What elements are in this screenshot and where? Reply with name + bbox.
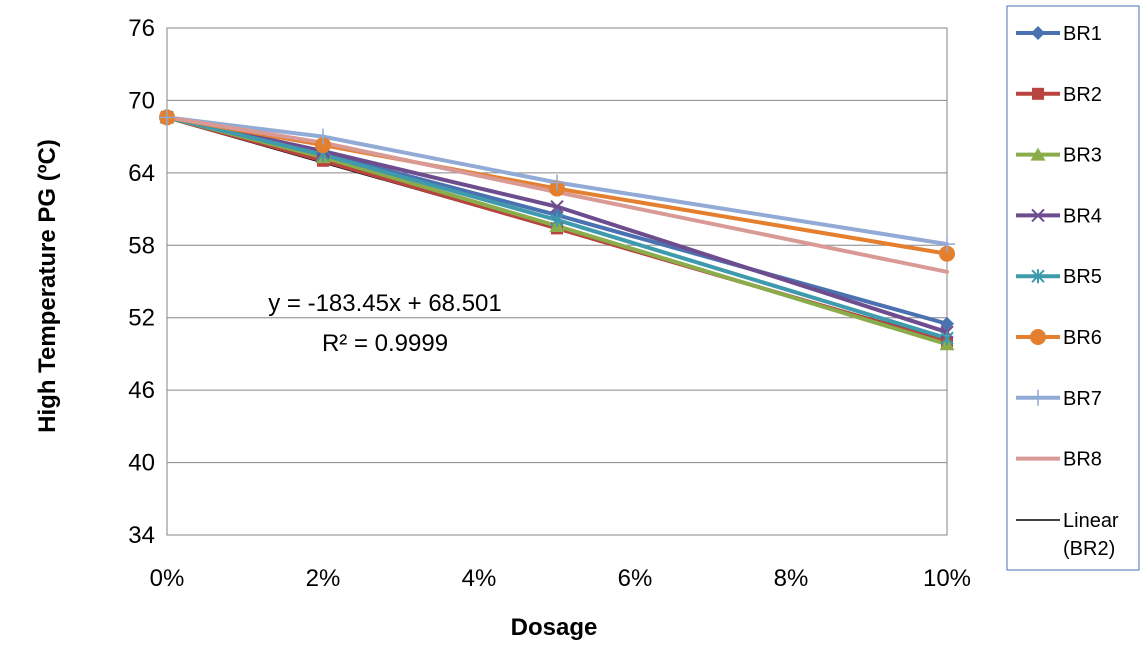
legend-label-br2: BR2: [1063, 84, 1102, 106]
legend-item-br4: BR4: [1016, 205, 1102, 227]
legend-item-br8: BR8: [1016, 449, 1102, 471]
legend-marker-br2: [1032, 87, 1044, 100]
y-axis-tick-labels: 34 40 46 52 58 64 70 76: [128, 15, 155, 549]
legend-label-br7: BR7: [1063, 388, 1102, 410]
legend-label-br1: BR1: [1063, 23, 1102, 45]
series-line-br7: [165, 115, 949, 247]
legend-label-trendline: Linear (BR2): [1063, 510, 1119, 560]
y-tick-label: 34: [128, 522, 155, 549]
data-point-br5: [940, 331, 954, 346]
y-tick-label: 64: [128, 160, 155, 187]
legend-marker-br1: [1031, 26, 1045, 40]
legend-item-br7: BR7: [1016, 388, 1102, 410]
y-tick-label: 70: [128, 87, 155, 114]
data-point-br5: [550, 212, 564, 227]
legend-item-trendline: Linear (BR2): [1016, 510, 1119, 560]
legend-item-br3: BR3: [1016, 145, 1102, 167]
x-tick-label: 10%: [923, 565, 971, 592]
legend-marker-br5: [1031, 269, 1045, 284]
data-point-br7: [939, 236, 955, 253]
x-axis-tick-labels: 0% 2% 4% 6% 8% 10%: [150, 565, 971, 592]
x-tick-label: 0%: [150, 565, 185, 592]
x-tick-label: 6%: [618, 565, 653, 592]
legend-marker-br7: [1030, 389, 1046, 406]
legend-label-br3: BR3: [1063, 145, 1102, 167]
legend-marker-br6: [1030, 329, 1046, 345]
plot-area-frame: [166, 27, 948, 536]
x-axis-title: Dosage: [511, 614, 598, 641]
trendline-equation: y = -183.45x + 68.501: [268, 290, 502, 317]
y-tick-label: 40: [128, 450, 155, 477]
x-tick-label: 8%: [774, 565, 809, 592]
data-point-br6: [315, 137, 331, 154]
data-point-br6: [939, 245, 955, 262]
legend-label-br6: BR6: [1063, 327, 1102, 349]
data-point-br7: [549, 174, 565, 191]
x-tick-label: 2%: [306, 565, 341, 592]
gridlines: [167, 99, 947, 464]
marker-layer: [159, 109, 955, 351]
legend-item-br2: BR2: [1016, 84, 1102, 106]
legend-item-br5: BR5: [1016, 266, 1102, 288]
legend-marker-br4: [1031, 208, 1045, 223]
series-layer: [165, 115, 949, 347]
series-line-br5: [165, 115, 949, 341]
y-tick-label: 58: [128, 232, 155, 259]
trendline-r-squared: R² = 0.9999: [322, 330, 448, 357]
y-tick-label: 46: [128, 377, 155, 404]
series-line-br8: [165, 115, 949, 274]
y-axis-title: High Temperature PG (ºC): [34, 139, 61, 433]
x-tick-label: 4%: [462, 565, 497, 592]
y-tick-label: 76: [128, 15, 155, 42]
data-point-br7: [159, 109, 175, 126]
legend-label-br5: BR5: [1063, 266, 1102, 288]
legend: BR1 BR2 BR3 BR4 BR5 BR6 BR7 BR8 Linear (BR2): [1016, 23, 1119, 560]
y-tick-label: 52: [128, 305, 155, 332]
data-point-br4: [550, 199, 564, 214]
legend-label-br8: BR8: [1063, 449, 1102, 471]
data-point-br7: [315, 128, 331, 145]
data-point-br1: [940, 316, 954, 331]
legend-box: [1006, 5, 1140, 571]
legend-item-br6: BR6: [1016, 327, 1102, 349]
legend-marker-br3: [1030, 147, 1046, 161]
legend-item-br1: BR1: [1016, 23, 1102, 45]
legend-label-br4: BR4: [1063, 205, 1102, 227]
